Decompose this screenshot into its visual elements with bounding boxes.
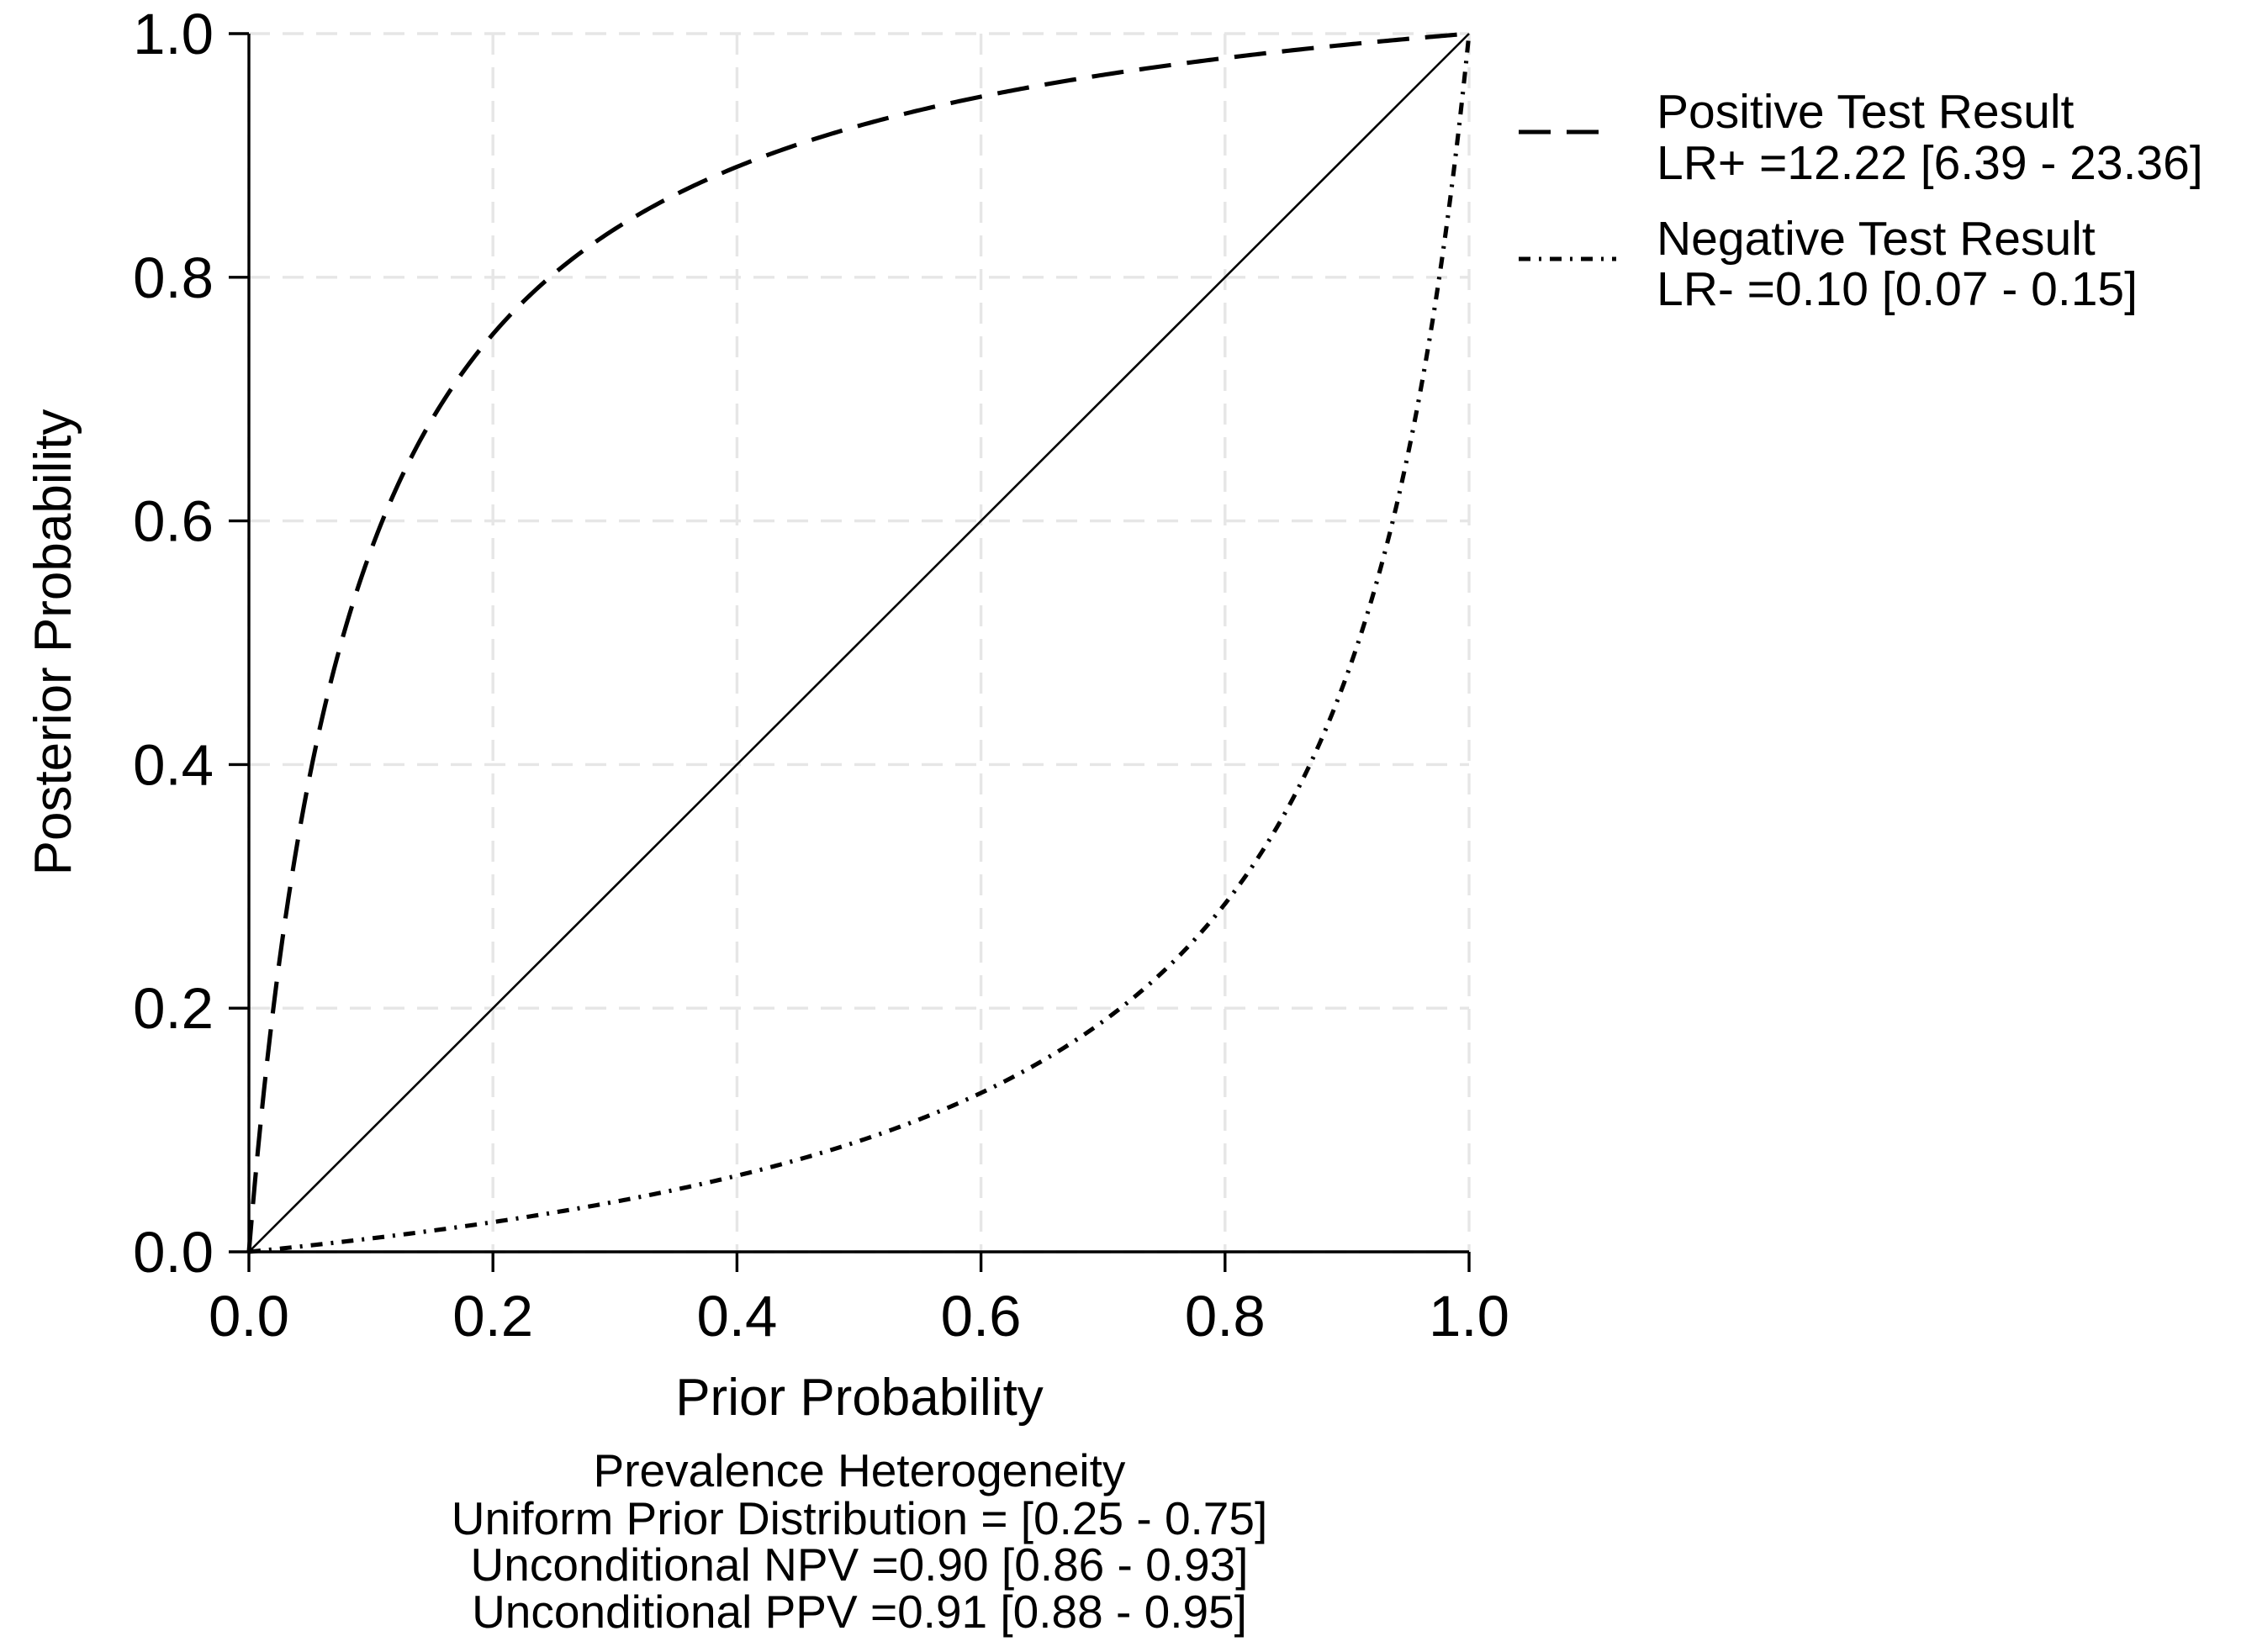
legend-label-positive: Positive Test Result (1657, 85, 2074, 139)
y-tick-label-4: 0.8 (133, 245, 214, 310)
y-tick-label-5: 1.0 (133, 2, 214, 66)
ticks: 0.0 0.2 0.4 0.6 0.8 1.0 0.0 0.2 0.4 0.6 0.8 1.0 (133, 2, 1509, 1349)
series-positive-curve (246, 31, 1470, 1253)
legend-item-positive: Positive Test Result LR+ =12.22 [6.39 - … (1519, 85, 2203, 190)
x-axis-title: Prior Probability (675, 1369, 1044, 1427)
legend: Positive Test Result LR+ =12.22 [6.39 - … (1519, 85, 2203, 316)
legend-item-negative: Negative Test Result LR- =0.10 [0.07 - 0… (1519, 212, 2138, 316)
y-tick-label-1: 0.2 (133, 976, 214, 1041)
legend-lr-negative: LR- =0.10 [0.07 - 0.15] (1657, 262, 2138, 316)
x-tick-label-1: 0.2 (452, 1284, 533, 1349)
y-axis-title: Posterior Probability (24, 409, 82, 876)
x-tick-label-2: 0.4 (696, 1284, 777, 1349)
legend-label-negative: Negative Test Result (1657, 212, 2096, 266)
grid (247, 32, 1471, 1254)
note-line-1: Prevalence Heterogeneity (594, 1444, 1126, 1496)
y-tick-label-3: 0.6 (133, 489, 214, 554)
note-line-3: Unconditional NPV =0.90 [0.86 - 0.93] (471, 1539, 1249, 1591)
note-line-4: Unconditional PPV =0.91 [0.88 - 0.95] (472, 1586, 1247, 1638)
note-line-2: Uniform Prior Distribution = [0.25 - 0.7… (452, 1492, 1268, 1544)
x-tick-label-3: 0.6 (941, 1284, 1022, 1349)
legend-lr-positive: LR+ =12.22 [6.39 - 23.36] (1657, 136, 2203, 190)
x-tick-label-0: 0.0 (209, 1284, 289, 1349)
x-tick-label-4: 0.8 (1185, 1284, 1266, 1349)
series-reference-line (248, 33, 1470, 1253)
series-layer (246, 31, 1472, 1254)
y-tick-label-0: 0.0 (133, 1220, 214, 1285)
x-tick-label-5: 1.0 (1429, 1284, 1509, 1349)
chart-notes: Prevalence Heterogeneity Uniform Prior D… (452, 1444, 1268, 1638)
axes (247, 34, 1469, 1254)
y-tick-label-2: 0.4 (133, 732, 214, 797)
